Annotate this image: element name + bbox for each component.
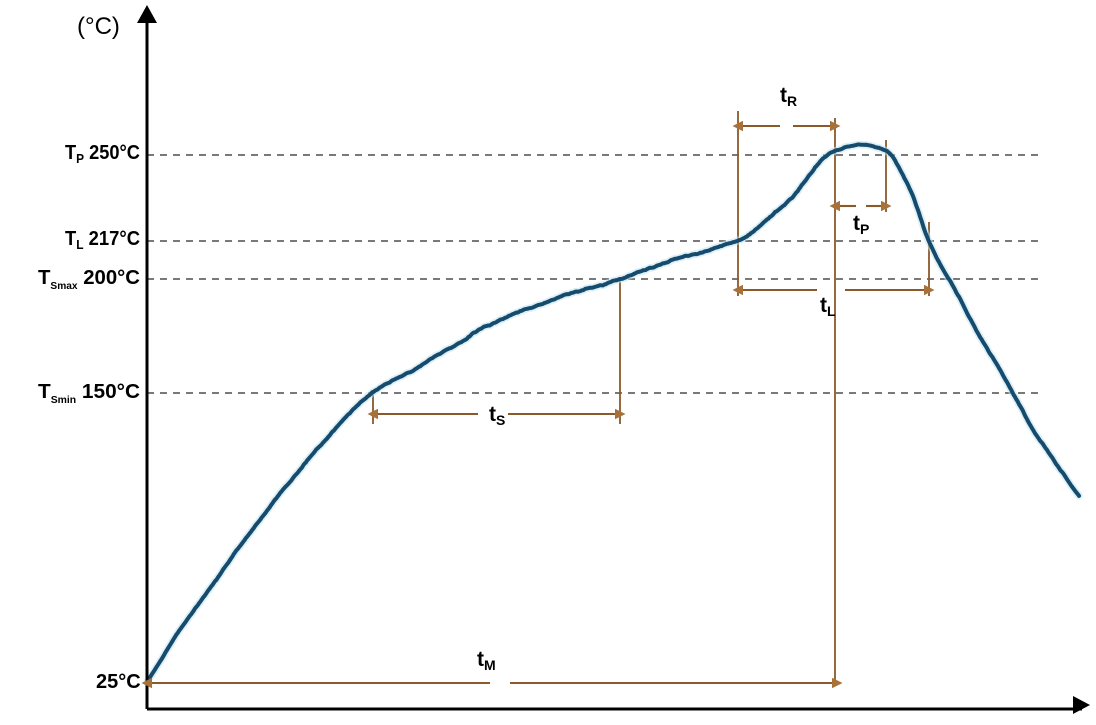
svg-text:tM: tM — [477, 648, 496, 673]
svg-text:tL: tL — [820, 294, 836, 319]
svg-text:25°C: 25°C — [96, 671, 141, 693]
svg-text:tS: tS — [489, 403, 505, 428]
svg-text:tP: tP — [853, 212, 869, 237]
svg-text:TSmin 150°C: TSmin 150°C — [38, 381, 140, 406]
svg-text:(°C): (°C) — [77, 13, 120, 40]
svg-text:tR: tR — [780, 84, 797, 109]
svg-text:TP 250°C: TP 250°C — [65, 142, 140, 166]
svg-text:TSmax 200°C: TSmax 200°C — [38, 267, 140, 292]
svg-text:TL 217°C: TL 217°C — [65, 228, 140, 252]
